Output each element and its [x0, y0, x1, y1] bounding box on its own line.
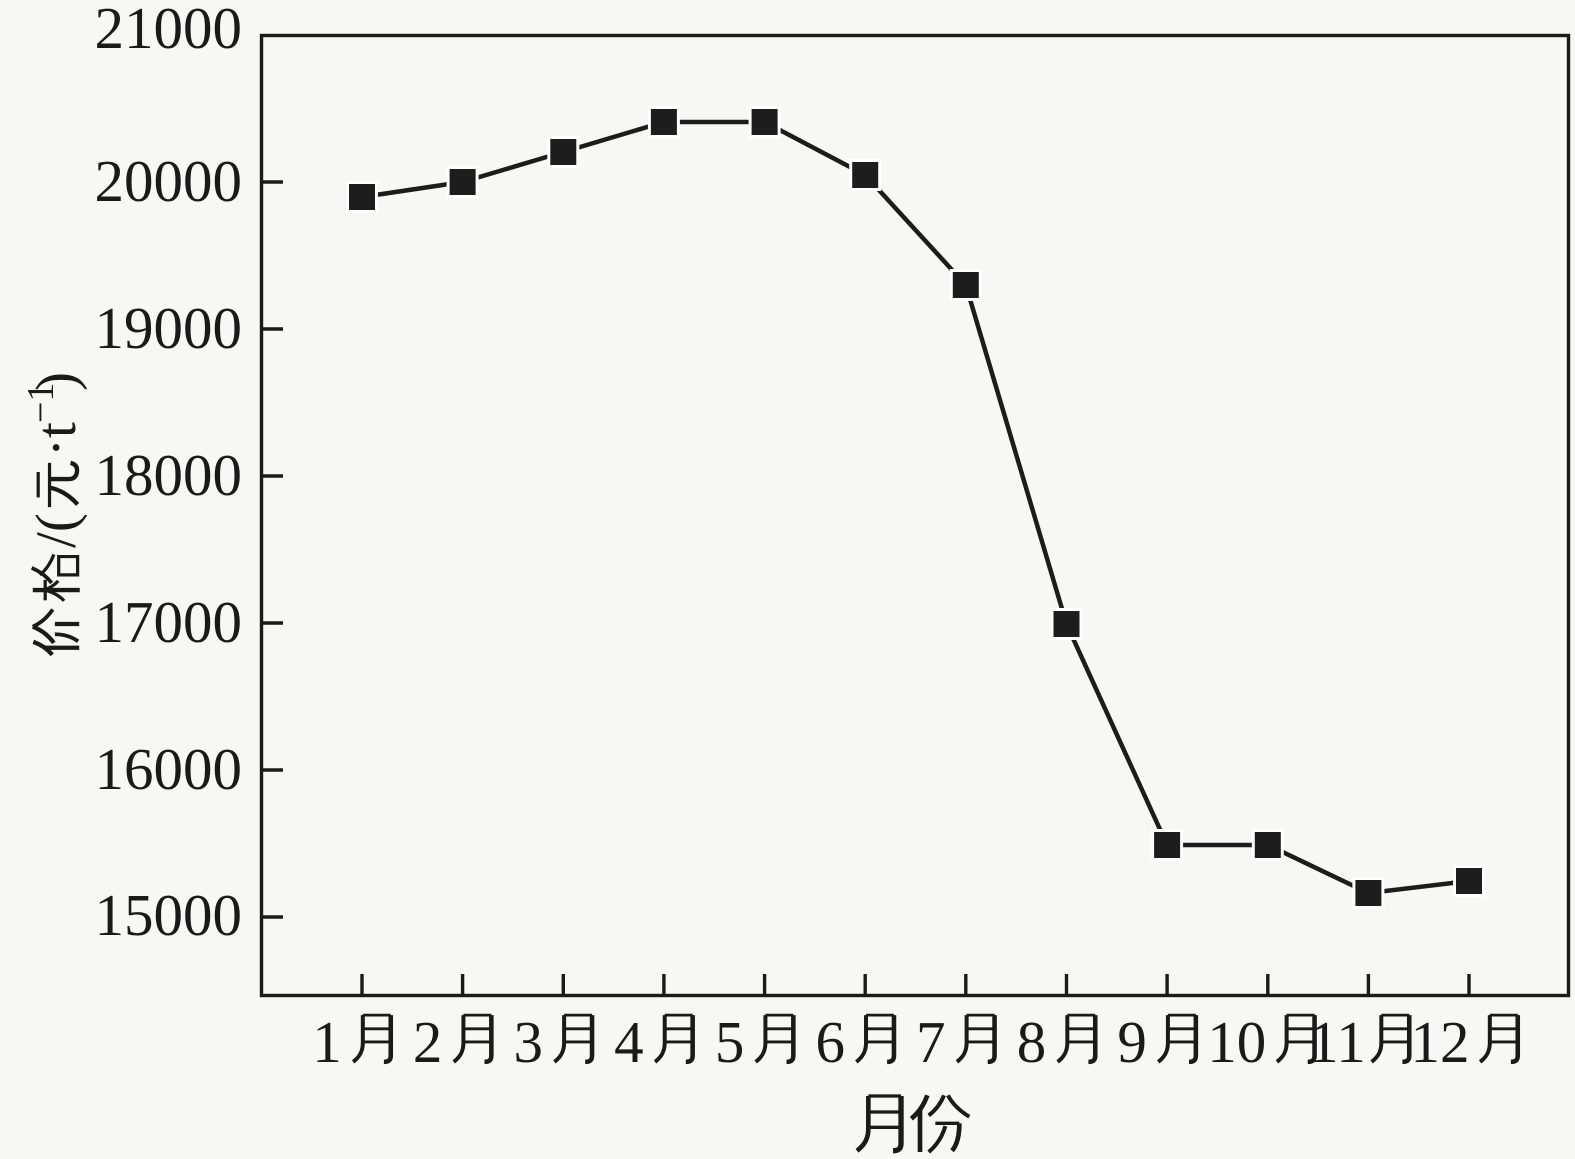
svg-text:12: 12 — [1411, 1009, 1470, 1075]
svg-text:/(: /( — [25, 513, 88, 548]
svg-text:7: 7 — [916, 1009, 946, 1075]
svg-text:18000: 18000 — [95, 442, 243, 508]
svg-text:19000: 19000 — [95, 295, 243, 361]
svg-text:17000: 17000 — [95, 589, 243, 655]
svg-text:8: 8 — [1017, 1009, 1047, 1075]
svg-text:20000: 20000 — [95, 148, 243, 214]
svg-text:9: 9 — [1117, 1009, 1147, 1075]
svg-text:·t: ·t — [25, 422, 88, 457]
svg-text:4: 4 — [614, 1009, 644, 1075]
svg-text:11: 11 — [1309, 1009, 1366, 1075]
svg-text:16000: 16000 — [95, 736, 243, 802]
svg-text:6: 6 — [815, 1009, 845, 1075]
svg-text:21000: 21000 — [95, 0, 243, 61]
svg-text:5: 5 — [715, 1009, 745, 1075]
svg-text:15000: 15000 — [95, 882, 243, 948]
svg-text:10: 10 — [1207, 1009, 1266, 1075]
svg-text:1: 1 — [312, 1009, 342, 1075]
svg-text:): ) — [25, 372, 88, 391]
svg-text:2: 2 — [413, 1009, 443, 1075]
svg-text:−1: −1 — [20, 383, 62, 423]
svg-text:3: 3 — [514, 1009, 544, 1075]
